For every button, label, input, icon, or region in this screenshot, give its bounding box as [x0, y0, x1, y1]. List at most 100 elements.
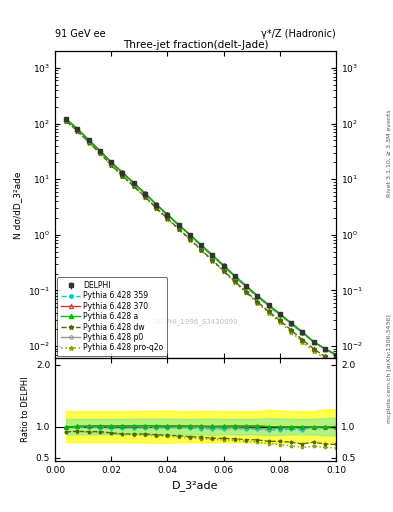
Pythia 6.428 dw	[244, 289, 248, 295]
Pythia 6.428 p0	[210, 252, 215, 259]
Pythia 6.428 dw	[165, 215, 170, 221]
Pythia 6.428 dw	[277, 317, 282, 324]
Pythia 6.428 359	[277, 312, 282, 318]
Pythia 6.428 a	[233, 273, 237, 279]
Pythia 6.428 359	[266, 303, 271, 309]
Pythia 6.428 pro-q2o	[187, 237, 192, 243]
Legend: DELPHI, Pythia 6.428 359, Pythia 6.428 370, Pythia 6.428 a, Pythia 6.428 dw, Pyt: DELPHI, Pythia 6.428 359, Pythia 6.428 3…	[57, 277, 167, 356]
Pythia 6.428 370	[86, 137, 91, 143]
Pythia 6.428 p0	[277, 311, 282, 317]
Pythia 6.428 dw	[143, 194, 147, 200]
Pythia 6.428 pro-q2o	[131, 183, 136, 189]
Pythia 6.428 370	[109, 159, 114, 165]
Pythia 6.428 370	[277, 311, 282, 317]
Pythia 6.428 359	[120, 170, 125, 177]
Pythia 6.428 dw	[187, 236, 192, 242]
Text: γ*/Z (Hadronic): γ*/Z (Hadronic)	[261, 29, 336, 39]
Pythia 6.428 dw	[300, 337, 305, 343]
Pythia 6.428 dw	[199, 247, 204, 253]
Pythia 6.428 pro-q2o	[255, 300, 260, 306]
Pythia 6.428 a	[199, 242, 204, 248]
Pythia 6.428 dw	[210, 257, 215, 263]
Title: Three-jet fraction(delt-Jade): Three-jet fraction(delt-Jade)	[123, 40, 268, 50]
Pythia 6.428 370	[221, 262, 226, 268]
Pythia 6.428 359	[244, 284, 248, 290]
Pythia 6.428 pro-q2o	[289, 329, 294, 335]
Pythia 6.428 370	[311, 338, 316, 345]
Pythia 6.428 a	[187, 231, 192, 238]
Pythia 6.428 dw	[289, 327, 294, 333]
Pythia 6.428 p0	[221, 263, 226, 269]
Text: DELPHI_1996_S3430090: DELPHI_1996_S3430090	[153, 318, 238, 325]
Pythia 6.428 p0	[199, 243, 204, 249]
Pythia 6.428 p0	[289, 321, 294, 327]
Pythia 6.428 pro-q2o	[176, 226, 181, 232]
Pythia 6.428 pro-q2o	[165, 216, 170, 222]
Pythia 6.428 dw	[97, 150, 102, 156]
Pythia 6.428 dw	[221, 268, 226, 274]
Pythia 6.428 pro-q2o	[109, 162, 114, 168]
Pythia 6.428 359	[176, 222, 181, 228]
Pythia 6.428 pro-q2o	[233, 279, 237, 285]
Pythia 6.428 359	[311, 338, 316, 345]
Pythia 6.428 pro-q2o	[143, 194, 147, 200]
Pythia 6.428 359	[154, 202, 158, 208]
Pythia 6.428 p0	[244, 284, 248, 290]
Pythia 6.428 a	[266, 302, 271, 308]
Pythia 6.428 pro-q2o	[199, 247, 204, 253]
Pythia 6.428 a	[300, 329, 305, 335]
Pythia 6.428 pro-q2o	[311, 348, 316, 354]
Pythia 6.428 p0	[64, 116, 69, 122]
Pythia 6.428 370	[210, 252, 215, 258]
Line: Pythia 6.428 370: Pythia 6.428 370	[64, 117, 338, 357]
Pythia 6.428 370	[199, 242, 204, 248]
Pythia 6.428 p0	[322, 346, 327, 352]
Pythia 6.428 p0	[109, 160, 114, 166]
Pythia 6.428 a	[289, 320, 294, 326]
Pythia 6.428 pro-q2o	[244, 289, 248, 295]
Pythia 6.428 p0	[300, 329, 305, 335]
Line: Pythia 6.428 dw: Pythia 6.428 dw	[64, 119, 338, 365]
Pythia 6.428 370	[64, 116, 69, 122]
Pythia 6.428 359	[75, 126, 80, 132]
Pythia 6.428 359	[199, 243, 204, 249]
Pythia 6.428 a	[221, 262, 226, 268]
Pythia 6.428 pro-q2o	[210, 258, 215, 264]
Pythia 6.428 a	[334, 352, 338, 358]
Pythia 6.428 pro-q2o	[221, 268, 226, 274]
Pythia 6.428 359	[97, 148, 102, 155]
Pythia 6.428 359	[64, 117, 69, 123]
Pythia 6.428 a	[86, 137, 91, 143]
Pythia 6.428 359	[289, 321, 294, 327]
Pythia 6.428 a	[154, 201, 158, 207]
Pythia 6.428 dw	[233, 279, 237, 285]
Pythia 6.428 370	[154, 201, 158, 207]
Pythia 6.428 a	[165, 211, 170, 218]
Pythia 6.428 a	[255, 292, 260, 298]
Pythia 6.428 a	[277, 311, 282, 317]
Pythia 6.428 370	[322, 346, 327, 352]
Y-axis label: N dσ/dD_3²ade: N dσ/dD_3²ade	[13, 171, 22, 239]
Pythia 6.428 a	[311, 338, 316, 345]
Pythia 6.428 a	[131, 180, 136, 186]
Pythia 6.428 dw	[109, 162, 114, 168]
Pythia 6.428 pro-q2o	[64, 118, 69, 124]
Pythia 6.428 pro-q2o	[75, 128, 80, 134]
Pythia 6.428 a	[75, 126, 80, 132]
Pythia 6.428 a	[120, 169, 125, 176]
Pythia 6.428 a	[176, 222, 181, 228]
Pythia 6.428 pro-q2o	[300, 338, 305, 345]
Pythia 6.428 pro-q2o	[277, 319, 282, 325]
Pythia 6.428 pro-q2o	[334, 362, 338, 368]
Pythia 6.428 pro-q2o	[322, 355, 327, 361]
Pythia 6.428 pro-q2o	[86, 139, 91, 145]
Pythia 6.428 p0	[97, 148, 102, 154]
Pythia 6.428 pro-q2o	[120, 173, 125, 179]
Pythia 6.428 370	[120, 169, 125, 176]
Pythia 6.428 p0	[187, 232, 192, 238]
Pythia 6.428 p0	[86, 137, 91, 143]
Pythia 6.428 a	[210, 252, 215, 258]
Pythia 6.428 370	[289, 320, 294, 326]
Pythia 6.428 dw	[311, 346, 316, 352]
Pythia 6.428 359	[221, 263, 226, 269]
